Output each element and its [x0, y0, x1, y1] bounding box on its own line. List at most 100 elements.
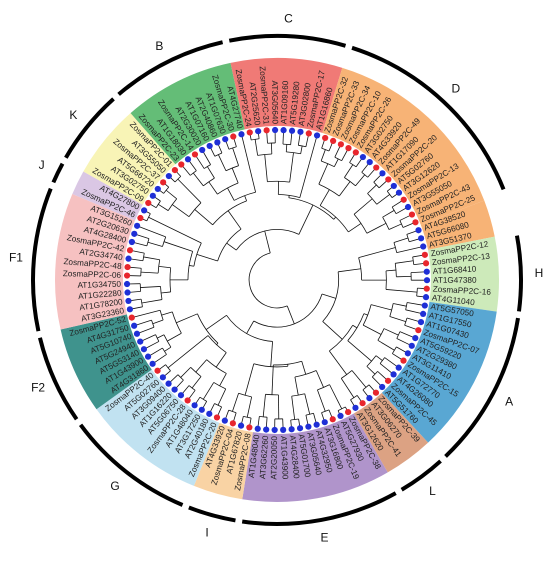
branch-29 — [322, 321, 343, 340]
branch-57 — [375, 355, 383, 361]
branch-319 — [366, 222, 387, 234]
leaf-marker — [345, 145, 352, 152]
leaf-marker — [221, 417, 228, 424]
branch-282 — [299, 135, 318, 198]
clade-sector-b — [130, 62, 245, 165]
branch-245 — [231, 167, 239, 184]
branch-15 — [385, 269, 397, 272]
branch-192 — [158, 265, 171, 269]
branch-274 — [285, 144, 288, 152]
branch-3 — [322, 271, 340, 322]
leaf-marker — [124, 263, 131, 271]
leaf-marker — [321, 419, 328, 426]
branch-262 — [264, 154, 268, 182]
branch-283 — [333, 216, 337, 220]
leaf-marker — [159, 374, 166, 381]
branch-294 — [334, 156, 342, 162]
leaf-marker — [408, 342, 415, 349]
branch-320 — [382, 217, 390, 230]
leaf-marker — [124, 289, 131, 296]
branch-326 — [399, 220, 404, 228]
leaf-marker — [404, 350, 411, 357]
branch-123 — [205, 314, 227, 330]
leaf-marker — [280, 127, 287, 134]
leaf-marker — [372, 389, 380, 396]
leaf-label: AT1G47380 — [433, 276, 477, 285]
branch-113 — [244, 363, 255, 396]
branch-208 — [136, 225, 166, 238]
branch-130 — [213, 382, 226, 390]
branch-217 — [172, 204, 190, 217]
leaf-marker — [149, 192, 156, 199]
clade-sector-f1 — [54, 194, 136, 330]
branch-322 — [391, 206, 397, 214]
leaf-marker — [379, 170, 386, 177]
group-arc-b — [117, 40, 224, 96]
branch-289 — [320, 149, 326, 162]
branch-8 — [393, 237, 409, 243]
branch-176 — [196, 253, 218, 262]
branch-205 — [146, 238, 150, 247]
branch-30 — [329, 325, 354, 352]
leaf-marker — [379, 383, 386, 391]
leaf-label: AT1G09160 — [279, 80, 290, 124]
branch-188 — [140, 286, 161, 288]
leaf-marker — [313, 132, 321, 139]
branch-194 — [140, 271, 159, 274]
group-arc-j — [51, 162, 65, 184]
branch-307 — [348, 223, 362, 233]
leaf-marker — [126, 306, 133, 313]
leaf-marker — [198, 406, 205, 413]
leaf-marker — [140, 346, 148, 353]
leaf-marker — [366, 159, 373, 166]
leaf-marker — [154, 185, 161, 193]
leaf-marker — [366, 395, 373, 402]
group-arc-a — [444, 317, 520, 458]
branch-238 — [190, 170, 197, 176]
leaf-marker — [128, 314, 135, 321]
leaf-markers — [123, 126, 431, 434]
leaf-marker — [280, 426, 287, 433]
branch-2 — [321, 293, 337, 299]
branch-80 — [273, 360, 302, 366]
clade-sector-k — [83, 113, 176, 205]
clade-sector-l — [353, 392, 429, 473]
group-label-l: L — [429, 484, 436, 498]
branch-83 — [315, 370, 324, 388]
branch-278 — [300, 145, 303, 154]
leaf-marker — [352, 149, 359, 156]
branch-209 — [148, 216, 202, 244]
leaf-marker — [144, 353, 152, 360]
leaf-marker — [322, 134, 329, 142]
leaf-marker — [214, 139, 221, 146]
leaf-marker — [184, 397, 191, 404]
leaf-marker — [184, 156, 192, 163]
branch-26 — [416, 288, 418, 297]
branch-214 — [212, 200, 247, 226]
branch-45 — [362, 324, 382, 335]
leaf-marker — [404, 203, 412, 211]
leaf-label: AT3G05640 — [270, 80, 280, 124]
leaf-marker — [171, 386, 178, 393]
branch-297 — [338, 181, 351, 197]
branch-95 — [304, 393, 311, 415]
branch-288 — [321, 160, 335, 168]
group-label-b: B — [155, 39, 163, 53]
leaf-marker — [423, 268, 430, 275]
branch-110 — [259, 415, 268, 418]
group-label-g: G — [110, 479, 119, 493]
leaf-marker — [305, 130, 312, 137]
leaf-marker — [255, 128, 262, 135]
leaf-marker — [352, 404, 359, 411]
leaf-marker — [421, 251, 428, 258]
branch-140 — [190, 367, 202, 377]
branch-37 — [393, 303, 407, 307]
branch-149 — [167, 335, 209, 369]
clade-sector-e — [242, 413, 388, 502]
leaf-marker — [177, 392, 185, 399]
leaf-marker — [263, 127, 270, 134]
group-arc-e — [241, 491, 397, 526]
group-label-j: J — [39, 158, 45, 172]
leaf-marker — [230, 133, 237, 140]
leaf-marker — [263, 426, 270, 433]
